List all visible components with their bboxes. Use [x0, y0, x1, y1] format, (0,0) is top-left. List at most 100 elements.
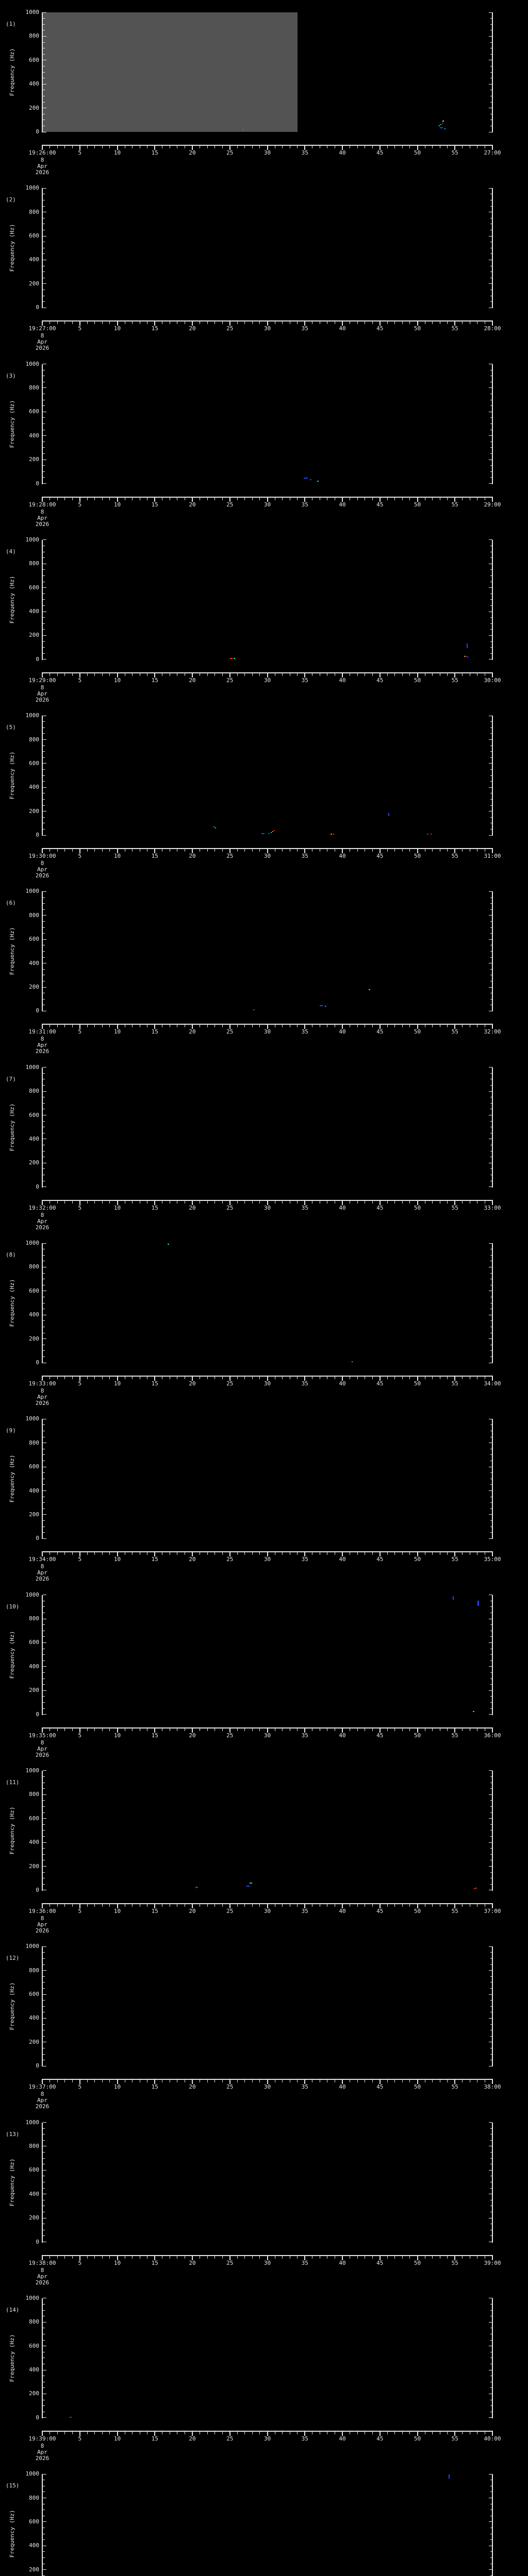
- y-tick-label: 1000: [25, 2470, 40, 2478]
- x-tick-major: [379, 1552, 381, 1557]
- x-tick-minor: [207, 2431, 208, 2434]
- x-tick-major: [229, 2431, 230, 2436]
- x-tick-minor: [447, 1728, 448, 1731]
- x-tick-label: 35: [301, 853, 308, 860]
- x-tick-minor: [372, 849, 373, 852]
- x-tick-minor: [64, 321, 65, 325]
- x-tick-minor: [132, 673, 133, 676]
- y-tick-label: 400: [29, 2190, 39, 2197]
- y-tick-minor: [490, 24, 492, 25]
- x-tick-minor: [222, 1904, 223, 1907]
- y-tick-label: 600: [29, 936, 39, 943]
- x-tick-label: 10: [113, 1204, 121, 1211]
- y-tick-minor: [43, 933, 45, 934]
- y-tick-minor: [43, 206, 45, 207]
- x-start-time-label: 19:38:00: [28, 2259, 56, 2266]
- y-tick-minor: [43, 1454, 45, 1455]
- x-tick-label: 45: [376, 1380, 384, 1387]
- x-tick-label: 5: [78, 501, 82, 508]
- x-tick-label: 35: [301, 2083, 308, 2091]
- y-tick-major: [43, 1994, 46, 1995]
- y-tick-minor: [490, 1952, 492, 1953]
- x-tick-minor: [432, 1552, 433, 1555]
- y-tick-label: 800: [29, 1791, 39, 1798]
- y-tick-label: 600: [29, 2518, 39, 2525]
- y-tick-major: [489, 739, 492, 740]
- y-tick-minor: [490, 599, 492, 600]
- x-tick-label: 55: [451, 1556, 458, 1563]
- x-tick-minor: [102, 146, 103, 148]
- x-tick-label: 25: [226, 1028, 234, 1036]
- x-tick-minor: [244, 2431, 245, 2434]
- x-tick-minor: [252, 1552, 253, 1555]
- y-axis-title: Frequency (Hz): [9, 1631, 15, 1679]
- x-tick-label: 45: [376, 2083, 384, 2091]
- y-tick-minor: [490, 417, 492, 418]
- x-tick-label: 15: [151, 2259, 158, 2266]
- y-tick-minor: [490, 641, 492, 642]
- no-data-region: [42, 12, 298, 132]
- date-year: 2026: [35, 696, 50, 703]
- x-tick-major: [154, 1025, 156, 1029]
- x-tick-minor: [222, 1552, 223, 1555]
- x-tick-major: [267, 2431, 268, 2436]
- x-tick-major: [229, 673, 230, 677]
- y-axis-line-right: [492, 188, 493, 309]
- x-tick-major: [154, 497, 156, 502]
- y-tick-major: [489, 1338, 492, 1340]
- y-tick-minor: [43, 781, 45, 782]
- x-tick-minor: [447, 2431, 448, 2434]
- x-tick-minor: [282, 2080, 283, 2083]
- y-tick-minor: [490, 805, 492, 806]
- y-tick-minor: [490, 1696, 492, 1697]
- y-tick-minor: [43, 2000, 45, 2001]
- date-year: 2026: [35, 872, 50, 879]
- y-tick-minor: [490, 775, 492, 776]
- x-tick-minor: [252, 321, 253, 325]
- x-tick-minor: [282, 1728, 283, 1731]
- x-tick-minor: [357, 2080, 358, 2083]
- x-tick-label: 35: [301, 1556, 308, 1563]
- y-tick-major: [43, 1970, 46, 1971]
- y-tick-minor: [43, 1624, 45, 1625]
- x-tick-label: 45: [376, 676, 384, 684]
- x-tick-label: 40: [339, 1907, 346, 1914]
- x-tick-label: 30: [263, 1556, 271, 1563]
- y-tick-minor: [43, 575, 45, 576]
- y-tick-minor: [43, 647, 45, 648]
- x-tick-minor: [432, 849, 433, 852]
- x-tick-minor: [409, 146, 410, 148]
- y-tick-minor: [490, 1085, 492, 1086]
- x-tick-minor: [57, 1552, 58, 1555]
- x-tick-label: 35: [301, 1732, 308, 1739]
- x-tick-minor: [87, 673, 88, 676]
- x-tick-major: [342, 2256, 343, 2260]
- x-tick-major: [192, 321, 193, 326]
- x-tick-major: [379, 1728, 381, 1733]
- date-day: 8: [40, 2266, 44, 2274]
- y-tick-minor: [490, 757, 492, 758]
- x-tick-label: 55: [451, 676, 458, 684]
- panel-index-label: (2): [6, 196, 16, 204]
- date-day: 8: [40, 1739, 44, 1746]
- y-tick-major: [489, 2417, 492, 2418]
- y-tick-minor: [43, 54, 45, 55]
- y-tick-major: [43, 12, 46, 13]
- x-tick-major: [417, 1025, 418, 1029]
- x-tick-minor: [132, 1904, 133, 1907]
- y-tick-minor: [490, 2557, 492, 2558]
- y-tick-minor: [43, 557, 45, 558]
- x-tick-minor: [282, 146, 283, 148]
- x-tick-major: [117, 1728, 118, 1733]
- x-tick-minor: [432, 2431, 433, 2434]
- signal-mark: [441, 122, 443, 124]
- x-tick-label: 40: [339, 2435, 346, 2442]
- x-tick-major: [192, 1025, 193, 1029]
- x-tick-minor: [259, 2080, 260, 2083]
- x-tick-major: [229, 1728, 230, 1733]
- y-axis-line-left: [42, 1595, 43, 1715]
- x-tick-major: [492, 673, 493, 677]
- y-tick-minor: [490, 951, 492, 952]
- x-tick-minor: [64, 1552, 65, 1555]
- x-start-time-label: 19:32:00: [28, 1204, 56, 1211]
